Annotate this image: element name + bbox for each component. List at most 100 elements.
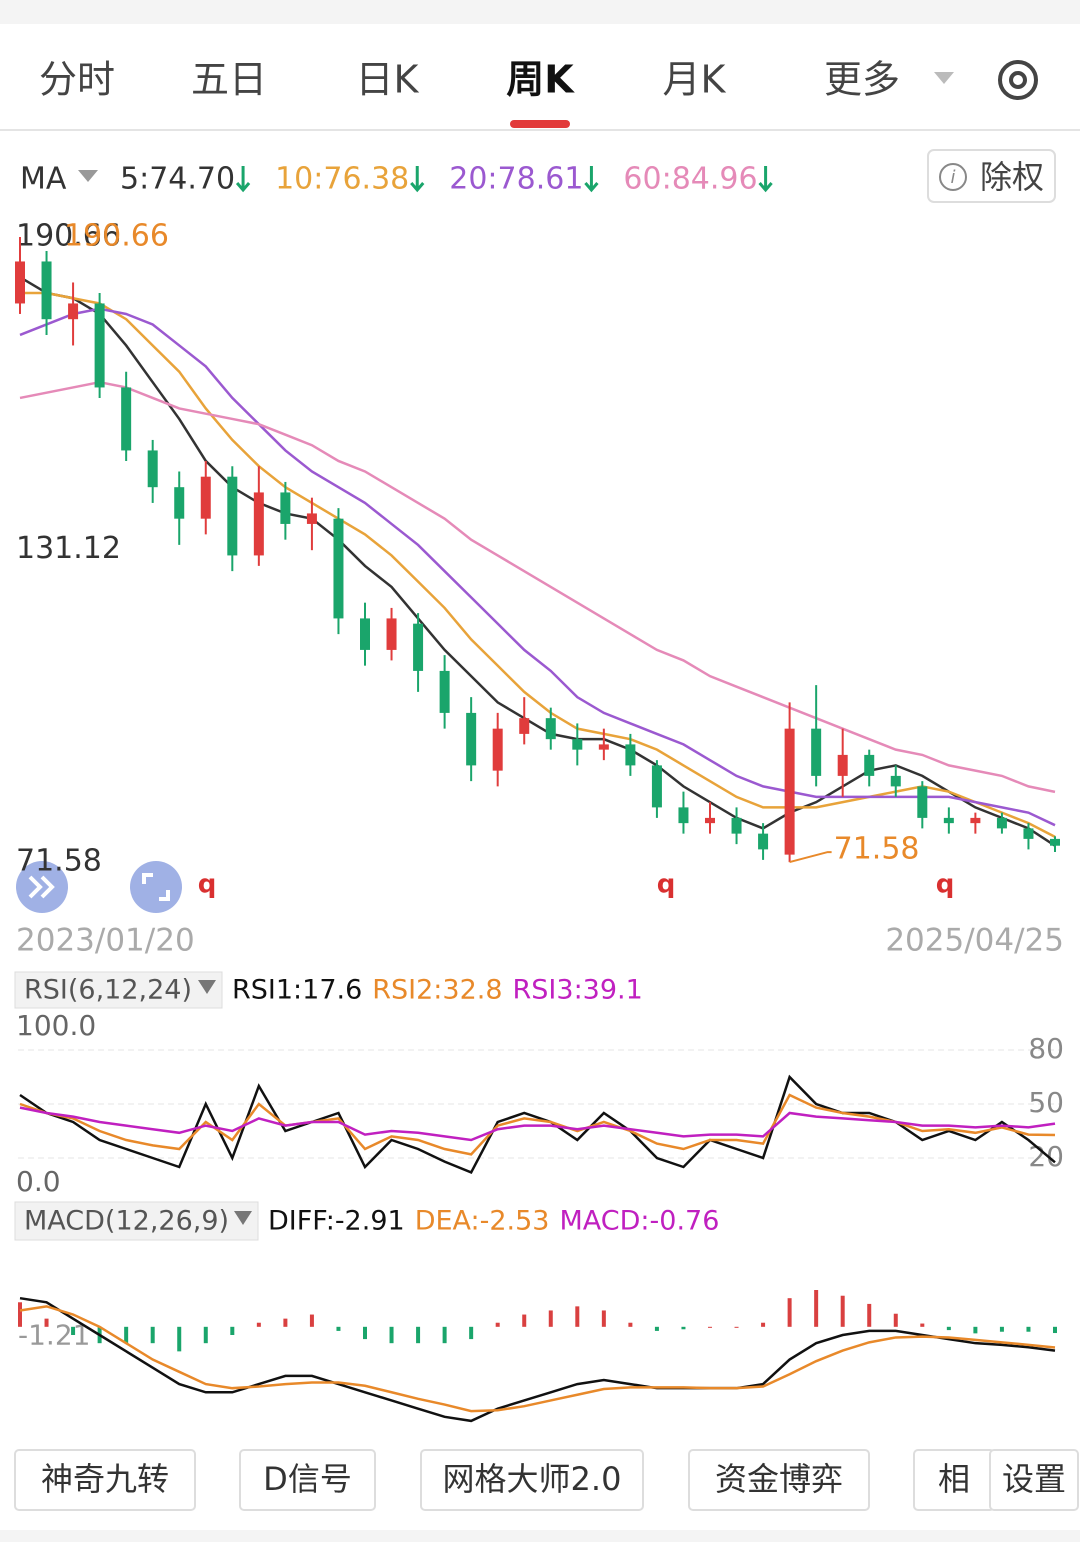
expand-glyph[interactable] <box>28 875 55 899</box>
tool-label[interactable]: 神奇九转 <box>41 1460 169 1498</box>
rsi-legend: RSI2:32.8 <box>372 975 502 1006</box>
candle-body <box>864 754 875 776</box>
tool-button[interactable] <box>420 1449 644 1511</box>
macd-bar <box>867 1303 872 1327</box>
ma-label[interactable]: MA <box>20 162 67 197</box>
gear[interactable] <box>998 60 1038 100</box>
signal-marker: q <box>657 870 676 900</box>
tab[interactable]: 分时 <box>39 58 115 102</box>
y-tick-label: 80 <box>1028 1032 1064 1065</box>
tool-label[interactable]: 相 <box>938 1460 970 1498</box>
y-tick-label: 71.58 <box>16 844 102 879</box>
settings-icon[interactable] <box>998 60 1038 100</box>
tool-label[interactable]: D信号 <box>263 1460 352 1498</box>
tool-button[interactable] <box>239 1449 376 1511</box>
expand-button[interactable] <box>16 861 68 913</box>
macd-bar <box>946 1326 951 1331</box>
min-annotation: 71.58 <box>834 832 920 867</box>
fullscreen-button[interactable] <box>130 861 182 913</box>
macd-bar <box>44 1318 49 1327</box>
rsi-indicator[interactable]: RSI(6,12,24) <box>24 975 192 1006</box>
macd-bar <box>814 1290 819 1327</box>
y-tick-label: 190.66 <box>16 219 121 254</box>
candle-body <box>121 387 132 451</box>
max-annotation: 190.66 <box>64 219 169 254</box>
candle-body <box>492 728 503 771</box>
ma-line <box>19 307 1056 827</box>
macd-bar <box>309 1314 314 1327</box>
macd-bar <box>522 1314 527 1327</box>
macd-bar <box>1026 1326 1031 1332</box>
candle-body <box>439 670 450 713</box>
candle-body <box>811 728 822 776</box>
ma-line <box>19 380 1056 794</box>
fullscreen-glyph[interactable] <box>142 873 170 901</box>
tab[interactable]: 周K <box>506 58 575 102</box>
tool-label[interactable]: 资金博弈 <box>715 1460 843 1498</box>
macd-bar <box>150 1326 155 1344</box>
candle-body <box>705 817 715 824</box>
gear-hole[interactable] <box>1009 71 1027 89</box>
candle-body <box>280 492 291 524</box>
macd-bar <box>18 1302 22 1327</box>
candle-body <box>333 518 344 619</box>
rsi-line <box>19 1093 1056 1156</box>
candle-body <box>678 807 689 824</box>
candle-body <box>386 618 397 650</box>
x-tick-label: 2023/01/20 <box>16 923 195 959</box>
candle-body <box>784 728 795 855</box>
x-tick-label: 2025/04/25 <box>885 923 1064 959</box>
candle-body <box>41 261 52 320</box>
candle-body <box>253 492 264 556</box>
more-dropdown[interactable] <box>934 72 954 84</box>
macd-bar <box>840 1295 845 1327</box>
macd-bar <box>708 1326 712 1328</box>
macd-bar <box>681 1326 686 1330</box>
macd-legend: DEA:-2.53 <box>415 1206 550 1237</box>
ma-dropdown[interactable] <box>78 170 98 182</box>
rsi-legend: RSI1:17.6 <box>232 975 362 1006</box>
macd-bar <box>761 1322 766 1327</box>
macd-bar <box>601 1310 606 1327</box>
macd-bar <box>71 1326 76 1335</box>
macd-bar <box>654 1326 659 1331</box>
info-icon <box>939 163 967 191</box>
candle-body <box>545 718 556 740</box>
candle-body <box>519 718 530 734</box>
macd-bar <box>469 1326 474 1340</box>
tab[interactable]: 更多 <box>824 58 900 102</box>
macd-bar <box>363 1326 367 1340</box>
macd-bar <box>628 1322 633 1327</box>
tab[interactable]: 月K <box>663 58 727 102</box>
down-arrow <box>584 166 599 193</box>
tool-button[interactable] <box>989 1449 1079 1511</box>
fullscreen-circle[interactable] <box>130 861 182 913</box>
rsi-dropdown[interactable] <box>198 980 216 994</box>
tool-button[interactable] <box>14 1449 196 1511</box>
tab[interactable]: 五日 <box>191 58 267 102</box>
tool-button[interactable] <box>688 1449 870 1511</box>
tab[interactable]: 日K <box>356 58 420 102</box>
macd-dropdown[interactable] <box>234 1211 252 1225</box>
macd-bar <box>442 1326 447 1344</box>
candle-body <box>174 487 185 519</box>
tool-label[interactable]: 设置 <box>1002 1460 1066 1498</box>
rsi-chip[interactable] <box>14 971 223 1009</box>
ma-line <box>19 276 1056 847</box>
macd-bar <box>416 1326 421 1344</box>
macd-bar <box>548 1310 553 1327</box>
adjust-label[interactable]: 除权 <box>980 158 1044 196</box>
tool-label[interactable]: 网格大师2.0 <box>443 1460 622 1498</box>
candle-body <box>360 618 370 650</box>
status-strip <box>0 0 1080 24</box>
macd-indicator[interactable]: MACD(12,26,9) <box>24 1206 229 1237</box>
y-tick-label: 50 <box>1028 1086 1064 1119</box>
signal-marker: q <box>936 870 955 900</box>
candle-body <box>970 817 981 824</box>
candle-body <box>68 303 79 320</box>
macd-chip[interactable] <box>14 1201 259 1241</box>
down-arrow <box>758 166 773 193</box>
macd-bar <box>734 1326 739 1328</box>
ma-value: 5:74.70 <box>120 162 235 197</box>
